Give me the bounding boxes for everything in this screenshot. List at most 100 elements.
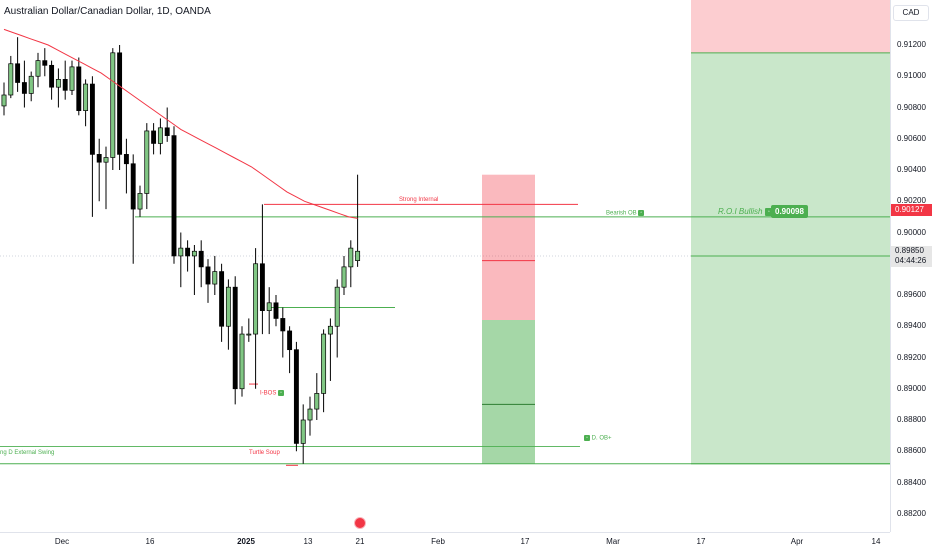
candle-body — [287, 330, 293, 351]
candle-body — [151, 130, 157, 144]
roi-bullish-label: R.O.I Bullish ▫ — [718, 207, 773, 216]
candle-body — [21, 82, 27, 94]
candle-body — [314, 393, 320, 410]
external-swing-label: ng D External Swing — [0, 450, 55, 456]
roi-bullish-text: R.O.I Bullish — [718, 207, 763, 216]
price-tick: 0.89600 — [897, 290, 926, 299]
price-tick: 0.89000 — [897, 383, 926, 393]
currency-button[interactable]: CAD — [893, 5, 929, 21]
candle-body — [8, 63, 14, 96]
current-price-value: 0.89850 — [895, 246, 924, 255]
price-tick: 0.88800 — [897, 415, 926, 424]
candle-body — [62, 79, 68, 91]
candle-body — [76, 66, 82, 111]
candle-body — [253, 263, 259, 335]
time-tick: 14 — [871, 537, 881, 546]
time-tick: Apr — [790, 537, 804, 546]
time-tick: Dec — [54, 537, 70, 546]
candle-body — [341, 266, 347, 288]
i-bos-label: I-BOS ▫ — [260, 390, 285, 397]
risk-zone-small — [482, 174, 535, 320]
candle-body — [35, 60, 41, 77]
moving-average-line — [3, 28, 358, 219]
candle-body — [55, 79, 61, 88]
price-tick: 0.89200 — [897, 352, 926, 362]
bearish-ob-text: Bearish OB — [606, 210, 637, 217]
candle-body — [144, 130, 150, 194]
candle-body — [49, 64, 55, 88]
candle-body — [232, 286, 238, 390]
candle-body — [96, 154, 102, 163]
time-axis[interactable]: Dec 16 2025 13 21 Feb 17 Mar 17 Apr 14 — [0, 532, 890, 551]
time-tick: 21 — [355, 537, 365, 546]
candle-body — [259, 263, 265, 311]
chart-canvas[interactable] — [0, 0, 890, 532]
price-tick: 0.88400 — [897, 477, 926, 487]
time-tick: Feb — [431, 537, 445, 546]
time-tick: 17 — [520, 537, 530, 546]
candle-body — [348, 247, 354, 268]
price-tick: 0.89400 — [897, 321, 926, 331]
candle-body — [110, 52, 116, 158]
candle-body — [117, 52, 123, 155]
candle-body — [266, 302, 272, 311]
time-tick: Mar — [606, 537, 620, 546]
price-tick: 0.88600 — [897, 446, 926, 456]
candle-body — [15, 63, 21, 83]
candle-body — [171, 135, 177, 257]
candle-body — [321, 333, 327, 394]
price-tick: 0.90600 — [897, 133, 926, 143]
price-tick: 0.90400 — [897, 165, 926, 174]
candle-body — [69, 66, 75, 91]
candle-body — [219, 271, 225, 327]
d-ob-text: D. OB+ — [591, 435, 612, 442]
reward-zone-large — [691, 52, 890, 464]
roi-value-badge: 0.90098 — [771, 205, 808, 218]
price-tick: 0.90800 — [897, 102, 926, 112]
turtle-soup-label: Turtle Soup — [249, 450, 280, 456]
bearish-ob-label: Bearish OB ▫ — [606, 210, 645, 217]
candle-body — [355, 250, 361, 261]
candle-body — [293, 349, 299, 444]
candle-body — [28, 75, 34, 94]
candle-body — [327, 325, 333, 335]
time-tick: 2025 — [237, 537, 255, 546]
candle-body — [239, 333, 245, 390]
price-tick: 0.88200 — [897, 508, 926, 518]
candle-body — [157, 127, 163, 144]
candle-body — [191, 250, 197, 257]
reward-zone-small — [482, 320, 535, 464]
candle-body — [130, 163, 136, 210]
candle-body — [164, 127, 170, 136]
i-bos-text: I-BOS — [260, 390, 277, 397]
candle-body — [225, 286, 231, 327]
last-price-label: 0.90127 — [891, 204, 932, 216]
i-bos-tag-icon: ▫ — [278, 390, 285, 396]
candle-body — [83, 83, 89, 111]
candle-body — [137, 193, 143, 210]
candle-body — [178, 247, 184, 257]
d-ob-tag-icon: ▫ — [584, 435, 590, 441]
candle-body — [198, 250, 204, 268]
candle-body — [185, 247, 191, 257]
price-tick: 0.90000 — [897, 227, 926, 237]
candle-body — [300, 419, 306, 444]
candle-body — [307, 408, 313, 421]
candle-body — [89, 83, 95, 155]
time-tick: 13 — [303, 537, 313, 546]
current-price-label: 0.89850 04:44:26 — [891, 246, 932, 267]
symbol-title: Australian Dollar/Canadian Dollar, 1D, O… — [4, 6, 211, 17]
candle-body — [1, 94, 7, 107]
price-tick: 0.91000 — [897, 71, 926, 81]
candle-body — [42, 60, 48, 66]
roi-bullish-tag-icon: ▫ — [764, 207, 773, 216]
candle-body — [212, 271, 218, 285]
chart-area[interactable]: Australian Dollar/Canadian Dollar, 1D, O… — [0, 0, 890, 532]
price-tick: 0.91200 — [897, 40, 926, 49]
event-flag-icon[interactable] — [354, 517, 366, 529]
d-ob-label: ▫ D. OB+ — [584, 435, 612, 442]
price-tick: 0.90200 — [897, 196, 926, 206]
candle-body — [280, 318, 286, 332]
candle-body — [123, 154, 129, 165]
time-tick: 16 — [145, 537, 155, 546]
